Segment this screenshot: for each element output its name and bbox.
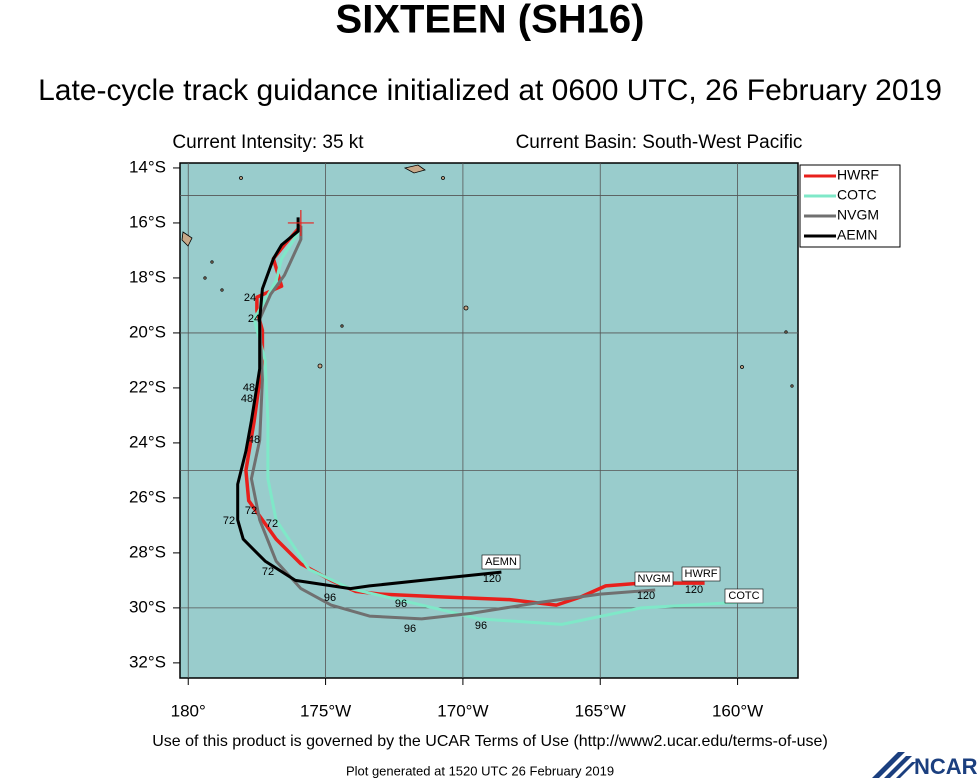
legend-label: HWRF <box>837 167 879 183</box>
hour-label: 96 <box>395 598 407 610</box>
hour-label: 96 <box>324 592 336 604</box>
legend-label: COTC <box>837 187 877 203</box>
end-label-box <box>634 571 674 587</box>
hour-label: 72 <box>262 566 274 578</box>
hour-label: 96 <box>475 620 487 632</box>
logo-text: NCAR <box>914 754 978 779</box>
hour-label: 48 <box>243 382 255 394</box>
island <box>784 330 788 334</box>
island <box>790 384 794 388</box>
basin-label: Current Basin: South-West Pacific <box>516 132 803 153</box>
current-position <box>287 209 314 236</box>
end-label: NVGM <box>638 573 671 585</box>
y-tick-label: 26°S <box>129 487 166 506</box>
island <box>340 324 344 328</box>
hour-label: 24 <box>248 313 260 325</box>
track-line <box>236 217 502 591</box>
y-tick-label: 20°S <box>129 322 166 341</box>
intensity-label: Current Intensity: 35 kt <box>172 132 364 153</box>
y-tick-label: 16°S <box>129 212 166 231</box>
end-label-box <box>481 554 521 570</box>
island <box>740 365 744 369</box>
y-tick-label: 32°S <box>129 652 166 671</box>
x-tick-label: 180° <box>171 701 206 720</box>
land <box>181 164 794 388</box>
x-tick-label: 175°W <box>300 701 351 720</box>
y-tick-label: 24°S <box>129 432 166 451</box>
end-label: COTC <box>728 590 759 602</box>
hour-label: 48 <box>248 434 260 446</box>
island <box>463 305 469 311</box>
hour-label: 72 <box>223 515 235 527</box>
legend-label: AEMN <box>837 227 877 243</box>
x-tick-label: 170°W <box>437 701 488 720</box>
chart-subtitle: Late-cycle track guidance initialized at… <box>38 74 942 107</box>
generated-note: Plot generated at 1520 UTC 26 February 2… <box>346 763 614 778</box>
legend: HWRF COTC NVGM AEMN <box>799 164 901 248</box>
x-tick-label: 165°W <box>575 701 626 720</box>
island <box>203 276 207 280</box>
island <box>317 363 323 369</box>
end-label-box <box>681 566 721 582</box>
chart-title: SIXTEEN (SH16) <box>336 0 645 42</box>
y-tick-label: 14°S <box>129 157 166 176</box>
hour-label: 48 <box>241 393 253 405</box>
y-tick-label: 18°S <box>129 267 166 286</box>
logo: NCAR <box>872 752 978 779</box>
y-tick-label: 28°S <box>129 542 166 561</box>
island <box>403 164 426 174</box>
end-label-box <box>724 588 764 604</box>
y-tick-label: 30°S <box>129 597 166 616</box>
y-tick-label: 22°S <box>129 377 166 396</box>
hour-label: 96 <box>404 623 416 635</box>
track-line <box>249 225 656 621</box>
hour-label: 120 <box>483 573 501 585</box>
legend-label: NVGM <box>837 207 879 223</box>
hour-label: 72 <box>266 518 278 530</box>
legend-box <box>799 164 901 248</box>
hour-label: 120 <box>685 584 703 596</box>
end-label: HWRF <box>685 568 718 580</box>
map-background <box>179 162 799 679</box>
island <box>239 176 243 180</box>
grid <box>180 163 798 678</box>
hour-label: 72 <box>245 505 257 517</box>
island <box>181 231 193 247</box>
logo-mark <box>872 752 916 778</box>
island <box>210 260 214 264</box>
track-line <box>252 227 738 626</box>
footer: Use of this product is governed by the U… <box>152 733 828 750</box>
hour-label: 120 <box>637 590 655 602</box>
x-tick-label: 160°W <box>712 701 763 720</box>
hour-label: 24 <box>244 292 256 304</box>
island <box>220 288 224 292</box>
island <box>441 176 445 180</box>
end-label: AEMN <box>485 556 517 568</box>
